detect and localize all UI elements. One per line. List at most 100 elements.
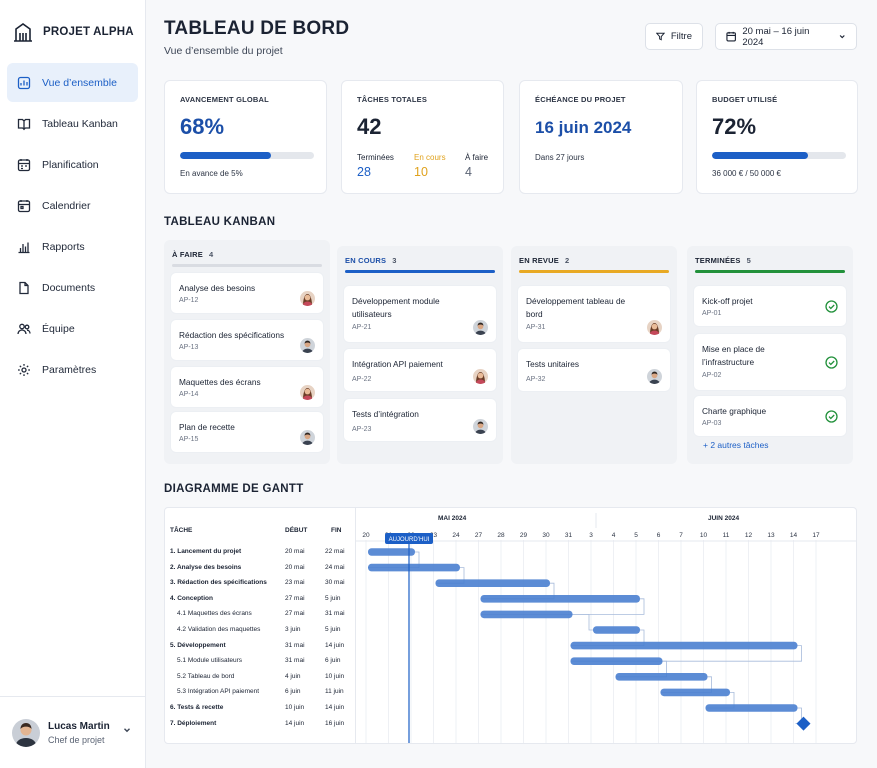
sidebar-item-overview[interactable]: Vue d’ensemble: [7, 63, 138, 102]
kanban-card-title: Plan de recette: [179, 422, 235, 432]
kanban-card-title: Analyse des besoins: [179, 283, 256, 293]
kanban-card-id: AP-21: [352, 324, 372, 331]
kanban-card[interactable]: Charte graphique AP-03: [694, 396, 846, 436]
kanban-card[interactable]: Tests d’intégration AP-23: [344, 399, 496, 441]
stat-done-label: Terminées: [357, 153, 394, 162]
kanban-card[interactable]: Tests unitaires AP-32: [518, 349, 670, 391]
filter-label: Filtre: [670, 31, 692, 42]
assignee-avatar: [300, 338, 315, 353]
more-tasks-link[interactable]: + 2 autres tâches: [703, 440, 769, 450]
gantt-month-label: JUIN 2024: [708, 515, 739, 522]
sidebar-item-label: Tableau Kanban: [42, 117, 118, 130]
gantt-row[interactable]: 5.2 Tableau de bord 4 juin 10 juin: [165, 669, 356, 685]
gantt-row[interactable]: 4. Conception 27 mai 5 juin: [165, 591, 356, 607]
sidebar: PROJET ALPHA Vue d’ensemble Tableau Kanb…: [0, 0, 146, 768]
gantt-row[interactable]: 5.3 Intégration API paiement 6 juin 11 jui…: [165, 684, 356, 700]
gantt-task-table: TÂCHE DÉBUT FIN 1. Lancement du projet 20…: [165, 508, 356, 743]
kanban-card[interactable]: Développement tableau de bord AP-31: [518, 286, 670, 342]
gantt-title: DIAGRAMME DE GANTT: [164, 483, 304, 495]
gantt-day-label: 10: [700, 532, 708, 539]
sidebar-item-reports[interactable]: Rapports: [7, 227, 138, 266]
brand[interactable]: PROJET ALPHA: [12, 21, 134, 43]
gantt-row[interactable]: 5.1 Module utilisateurs 31 mai 6 juin: [165, 653, 356, 669]
kanban-card[interactable]: Rédaction des spécifications AP-13: [171, 320, 323, 360]
kanban-card-id: AP-13: [179, 344, 199, 351]
sidebar-item-settings[interactable]: Paramètres: [7, 350, 138, 389]
gantt-task-start: 27 mai: [285, 594, 305, 602]
gantt-day-label: 31: [565, 532, 573, 539]
kanban-card[interactable]: Kick-off projet AP-01: [694, 286, 846, 326]
date-range-label: 20 mai – 16 juin 2024: [742, 25, 810, 48]
gantt-day-label: 20: [362, 532, 370, 539]
kanban-card[interactable]: Maquettes des écrans AP-14: [171, 367, 323, 407]
card-budget: BUDGET UTILISÉ 72% 36 000 € / 50 000 €: [696, 80, 858, 194]
gantt-day-label: 11: [723, 532, 730, 539]
kanban-card-id: AP-02: [702, 372, 722, 379]
kanban-card-title: Tests unitaires: [526, 359, 580, 369]
kanban-column-name: TERMINÉES: [695, 256, 741, 265]
bar-chart-icon: [18, 242, 30, 253]
card-label: BUDGET UTILISÉ: [712, 95, 778, 104]
gantt-day-label: 12: [745, 532, 753, 539]
gantt-bar: [368, 563, 460, 572]
gantt-task-end: 14 juin: [325, 641, 345, 649]
gantt-header-end: FIN: [331, 527, 342, 534]
gantt-task-end: 5 juin: [325, 626, 341, 633]
gantt-task-name: 6. Tests & recette: [170, 704, 224, 711]
assignee-avatar: [473, 369, 488, 384]
gantt-bar: [435, 579, 550, 587]
sidebar-item-label: Paramètres: [42, 363, 97, 376]
sidebar-item-planning[interactable]: Planification: [7, 145, 138, 184]
gantt-task-name: 7. Déploiement: [170, 719, 217, 727]
sidebar-item-calendar[interactable]: Calendrier: [7, 186, 138, 225]
sidebar-item-kanban[interactable]: Tableau Kanban: [7, 104, 138, 143]
kanban-column-title: EN COURS 3: [345, 256, 397, 265]
page-subtitle: Vue d’ensemble du projet: [164, 45, 283, 57]
gantt-today-label: AUJOURD’HUI: [389, 537, 430, 543]
gantt-task-start: 14 juin: [285, 719, 305, 727]
kanban-card-id: AP-14: [179, 391, 199, 398]
gantt-day-label: 30: [542, 532, 550, 539]
filter-button[interactable]: Filtre: [645, 23, 703, 50]
stat-todo-label: À faire: [465, 153, 489, 162]
gantt-row[interactable]: 6. Tests & recette 10 juin 14 juin: [165, 700, 356, 716]
gantt-row[interactable]: 3. Rédaction des spécifications 23 mai 30 …: [165, 575, 356, 591]
gantt-bar: [570, 641, 798, 650]
kanban-card-id: AP-31: [526, 324, 546, 331]
user-profile[interactable]: Lucas Martin Chef de projet: [0, 696, 146, 768]
gantt-row[interactable]: 4.1 Maquettes des écrans 27 mai 31 mai: [165, 606, 356, 622]
assignee-avatar: [300, 430, 315, 445]
kanban-card[interactable]: Plan de recette AP-15: [171, 412, 323, 452]
assignee-avatar: [300, 291, 315, 306]
kanban-column-count: 4: [209, 250, 214, 259]
date-range-picker[interactable]: 20 mai – 16 juin 2024: [715, 23, 857, 50]
gantt-row[interactable]: 7. Déploiement 14 juin 16 juin: [165, 716, 356, 732]
gantt-row[interactable]: 5. Développement 31 mai 14 juin: [165, 638, 356, 654]
kanban-card[interactable]: Mise en place de l’infrastructure AP-02: [694, 334, 846, 390]
gantt-task-name: 5.2 Tableau de bord: [177, 672, 235, 680]
gantt-task-start: 20 mai: [285, 548, 305, 555]
stat-progress-label: En cours: [414, 153, 446, 162]
check-circle-icon: [825, 355, 838, 374]
gantt-row[interactable]: 2. Analyse des besoins 20 mai 24 mai: [165, 560, 356, 576]
gantt-row[interactable]: 1. Lancement du projet 20 mai 22 mai: [165, 544, 356, 560]
stat-progress-value: 10: [414, 165, 428, 179]
kanban-card[interactable]: Analyse des besoins AP-12: [171, 273, 323, 313]
kanban-card-id: AP-32: [526, 376, 546, 383]
gantt-day-label: 5: [634, 532, 638, 539]
chevron-down-icon[interactable]: [122, 725, 132, 735]
progress-bar-fill: [180, 152, 272, 159]
kanban-card-id: AP-15: [179, 436, 199, 443]
gantt-task-name: 3. Rédaction des spécifications: [170, 579, 267, 587]
progress-bar: [180, 152, 314, 159]
kanban-card[interactable]: Développement module utilisateurs AP-21: [344, 286, 496, 342]
sidebar-item-documents[interactable]: Documents: [7, 268, 138, 307]
kanban-card[interactable]: Intégration API paiement AP-22: [344, 349, 496, 391]
gantt-row[interactable]: 4.2 Validation des maquettes 3 juin 5 juin: [165, 622, 356, 638]
user-role: Chef de projet: [48, 734, 105, 745]
sidebar-item-label: Planification: [42, 158, 99, 171]
sidebar-item-team[interactable]: Équipe: [7, 309, 138, 348]
gantt-task-start: 3 juin: [285, 626, 301, 633]
kanban-column-accent: [345, 270, 495, 273]
card-tasks: TÂCHES TOTALES 42 Terminées 28 En cours …: [341, 80, 504, 194]
